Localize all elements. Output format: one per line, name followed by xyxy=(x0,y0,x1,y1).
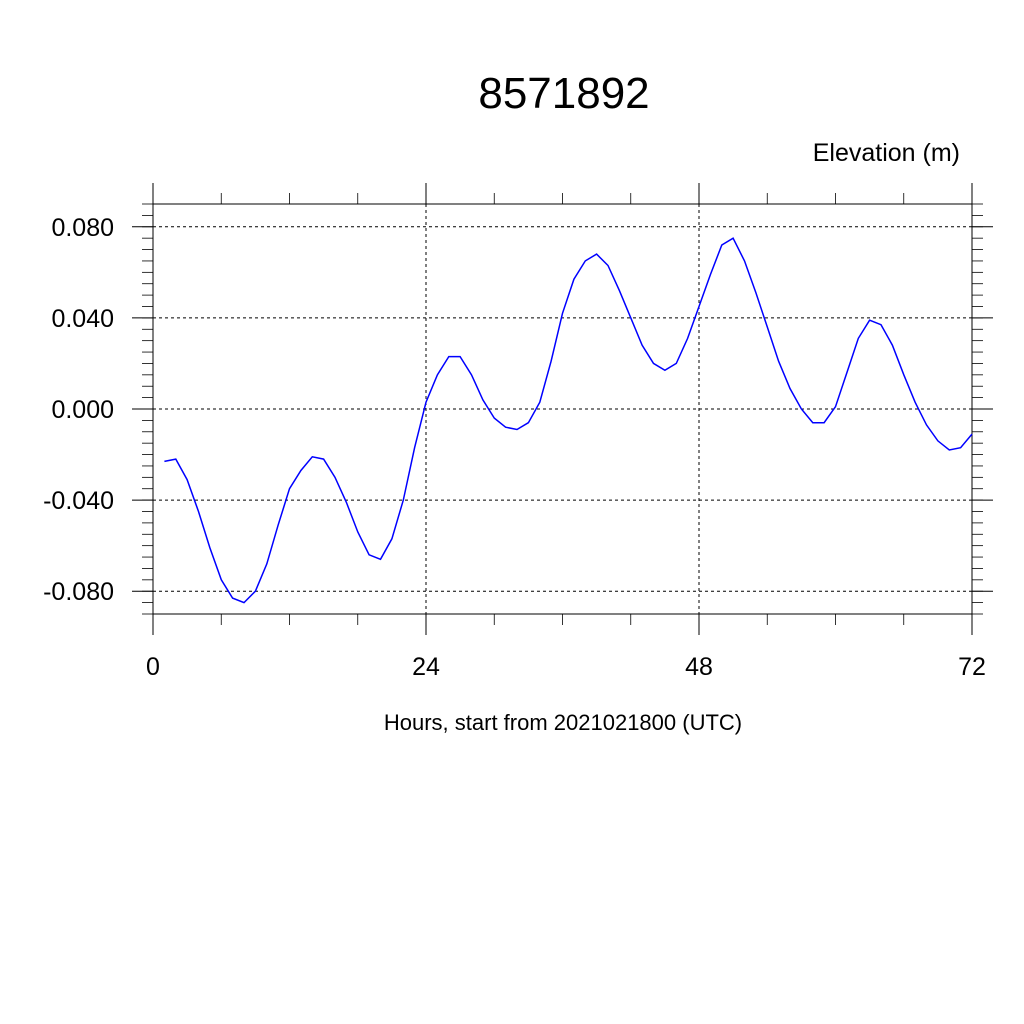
x-tick-label: 0 xyxy=(146,653,160,681)
y-axis-label: Elevation (m) xyxy=(813,139,960,167)
y-tick-label: 0.080 xyxy=(51,214,114,242)
series-line xyxy=(164,237,973,604)
x-tick-label: 24 xyxy=(412,653,440,681)
y-tick-label: 0.000 xyxy=(51,396,114,424)
y-tick-label: -0.080 xyxy=(43,578,114,606)
x-tick-label: 72 xyxy=(958,653,986,681)
y-tick-label: 0.040 xyxy=(51,305,114,333)
chart-title: 8571892 xyxy=(478,69,649,118)
x-tick-labels: 0 24 48 72 xyxy=(146,653,986,681)
plot-frame xyxy=(152,203,973,615)
grid-lines xyxy=(152,204,973,614)
y-tick-labels: 0.080 0.040 0.000 -0.040 -0.080 xyxy=(43,214,114,606)
x-tick-label: 48 xyxy=(685,653,713,681)
x-axis-label: Hours, start from 2021021800 (UTC) xyxy=(384,710,742,735)
y-tick-label: -0.040 xyxy=(43,487,114,515)
major-ticks xyxy=(132,183,993,635)
minor-ticks xyxy=(142,193,983,625)
